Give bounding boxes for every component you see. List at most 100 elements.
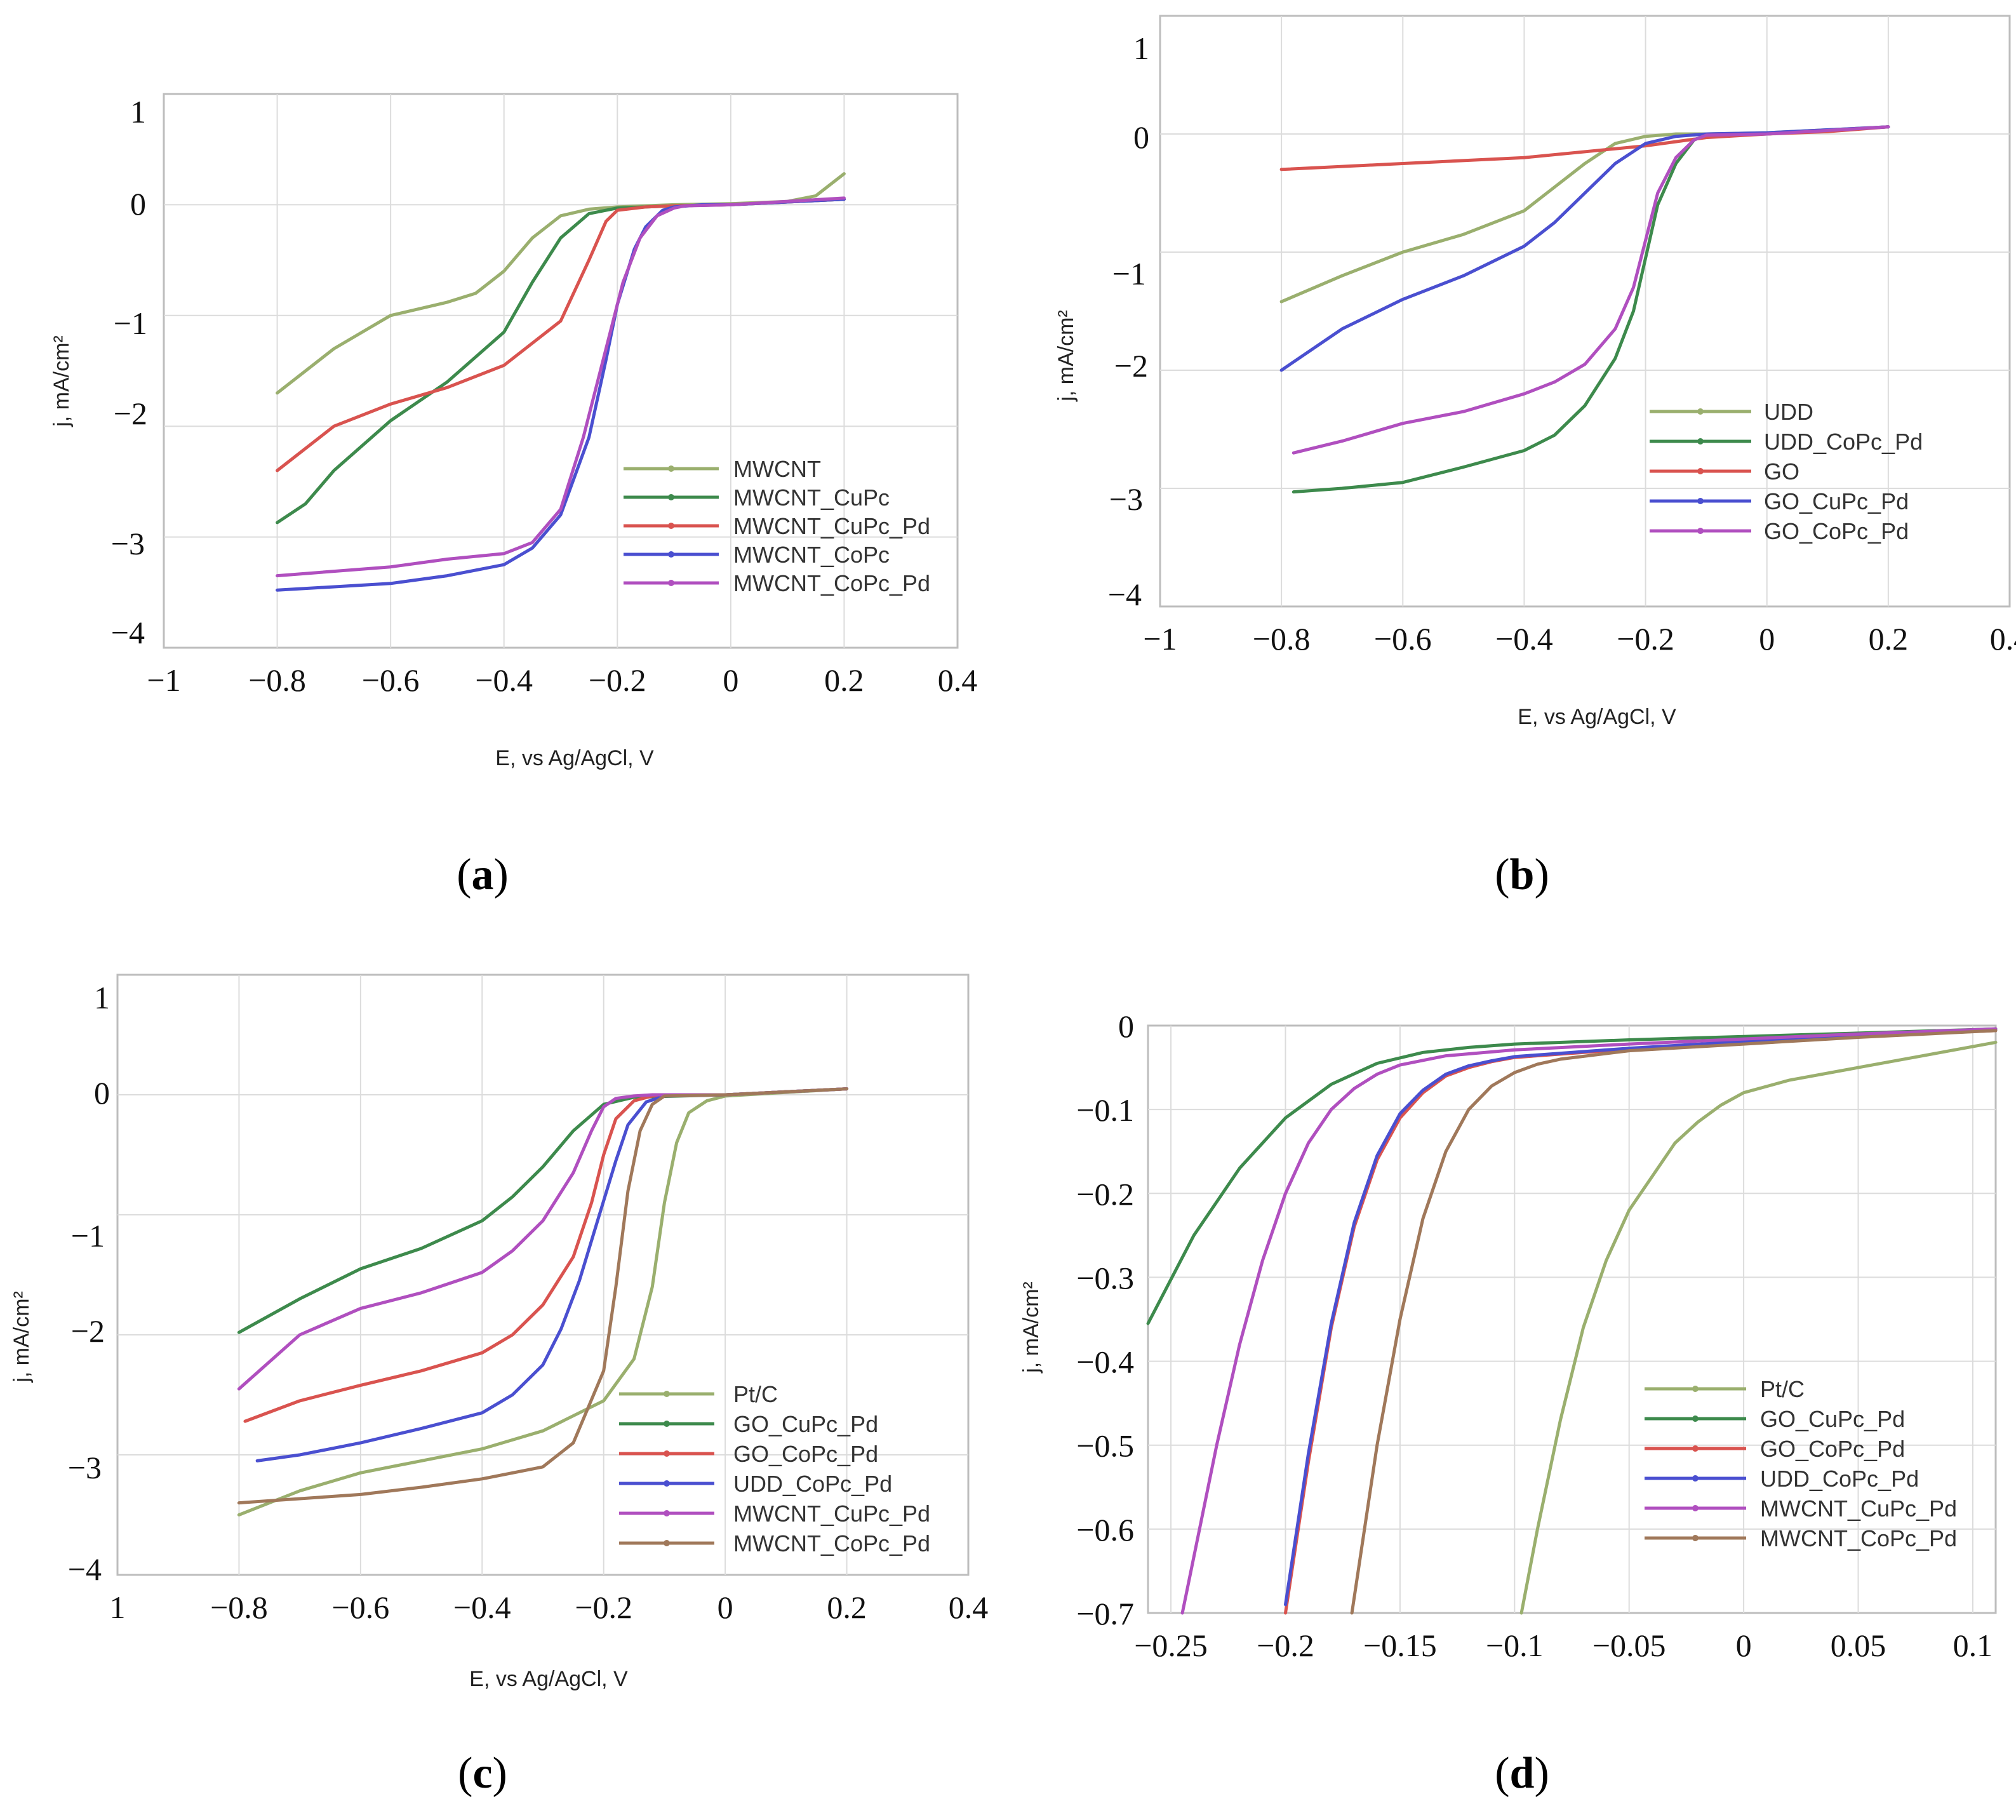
legend-label: UDD_CoPc_Pd — [1760, 1466, 1919, 1492]
x-tick-label: −0.6 — [362, 662, 420, 698]
legend-marker — [668, 494, 674, 500]
x-tick-label: −0.2 — [1257, 1628, 1314, 1663]
x-tick-label: −1 — [1143, 621, 1177, 657]
legend-marker — [664, 1540, 670, 1546]
y-tick-label: −2 — [114, 396, 147, 431]
y-tick-label: 0 — [130, 186, 146, 222]
legend-marker — [1697, 468, 1704, 474]
caption-letter: c — [472, 1749, 492, 1798]
legend-label: MWCNT_CuPc_Pd — [733, 1501, 930, 1527]
caption-open-paren: ( — [1495, 850, 1509, 899]
x-tick-label: 0.05 — [1831, 1628, 1886, 1663]
caption-close-paren: ) — [493, 1749, 507, 1798]
chart-d: −0.25 −0.2 −0.15 −0.1 −0.05 0 0.05 0.1 0 −0.1 −0.2… — [1019, 1008, 1998, 1798]
legend-marker — [1692, 1415, 1699, 1422]
x-tick-label: −0.2 — [1617, 621, 1674, 657]
y-tick-label: −0.6 — [1076, 1512, 1134, 1548]
y-tick-label: −4 — [68, 1551, 102, 1587]
y-tick-label: −4 — [1108, 577, 1142, 612]
y-tick-label: −0.5 — [1076, 1428, 1134, 1464]
caption-letter: b — [1510, 850, 1535, 899]
legend-label: GO_CuPc_Pd — [733, 1411, 878, 1437]
x-tick-label: 0.2 — [1869, 621, 1909, 657]
legend-marker — [1692, 1475, 1699, 1482]
x-tick-label: 0 — [718, 1589, 733, 1625]
series-line-udd-copc-pd — [255, 1087, 849, 1462]
x-tick-label: −0.8 — [1253, 621, 1311, 657]
legend: Pt/C GO_CuPc_Pd GO_CoPc_Pd UDD_CoPc_Pd MWCNT… — [1645, 1376, 1957, 1551]
caption-open-paren: ( — [457, 850, 471, 899]
x-tick-label: 0.4 — [938, 662, 978, 698]
x-tick-label: 0 — [723, 662, 738, 698]
y-tick-label: 1 — [94, 980, 110, 1015]
legend-label: GO_CuPc_Pd — [1760, 1406, 1905, 1432]
plot-area — [1159, 15, 2011, 608]
plot-area — [116, 974, 970, 1576]
y-axis-label: j, mA/cm² — [10, 1291, 34, 1383]
legend-marker — [668, 580, 674, 586]
x-axis-label: E, vs Ag/AgCl, V — [495, 746, 654, 770]
x-tick-label: 0.4 — [1990, 621, 2016, 657]
legend-marker — [1692, 1535, 1699, 1541]
caption-open-paren: ( — [1495, 1749, 1509, 1798]
series-line-pt-c — [237, 1087, 849, 1516]
legend-marker — [668, 465, 674, 472]
legend-marker — [1692, 1505, 1699, 1511]
y-axis-label: j, mA/cm² — [50, 335, 74, 427]
y-tick-label: −1 — [71, 1218, 105, 1254]
x-tick-label: −0.2 — [575, 1589, 632, 1625]
x-tick-label: 0 — [1759, 621, 1775, 657]
y-tick-label: −1 — [1112, 256, 1146, 291]
legend-marker — [664, 1421, 670, 1427]
legend-label: MWCNT_CoPc_Pd — [733, 570, 930, 596]
legend-label: MWCNT_CuPc_Pd — [733, 513, 930, 539]
panel-caption: (c) — [458, 1749, 507, 1798]
x-tick-label: −0.4 — [453, 1589, 511, 1625]
y-tick-label: 0 — [1133, 119, 1149, 155]
legend-label: GO_CuPc_Pd — [1764, 488, 1909, 514]
caption-close-paren: ) — [494, 850, 509, 899]
series-line-go-copc-pd — [1292, 125, 1890, 455]
legend-marker — [1692, 1445, 1699, 1452]
x-tick-label: −1 — [147, 662, 180, 698]
series-line-go-copc-pd — [243, 1087, 849, 1423]
caption-letter: a — [472, 850, 494, 899]
y-tick-label: −4 — [111, 615, 145, 650]
caption-letter: d — [1510, 1749, 1535, 1798]
x-tick-label: −0.4 — [1495, 621, 1553, 657]
x-tick-label: −0.6 — [1374, 621, 1432, 657]
legend-marker — [1697, 438, 1704, 445]
y-tick-label: −3 — [68, 1450, 102, 1485]
x-axis-label: E, vs Ag/AgCl, V — [1518, 705, 1676, 729]
y-tick-label: 0 — [94, 1075, 110, 1111]
legend-label: UDD — [1764, 399, 1813, 425]
x-tick-label: 0.2 — [827, 1589, 867, 1625]
series-line-udd-copc-pd — [1284, 1028, 1998, 1607]
caption-close-paren: ) — [1534, 850, 1549, 899]
panel-caption: (a) — [457, 850, 509, 899]
legend-label: MWCNT_CuPc_Pd — [1760, 1495, 1957, 1522]
legend-marker — [664, 1391, 670, 1397]
x-tick-label: −0.4 — [475, 662, 533, 698]
legend-marker — [664, 1480, 670, 1487]
x-tick-label: 0.1 — [1953, 1628, 1993, 1663]
legend-marker — [668, 551, 674, 558]
y-tick-label: 1 — [1133, 30, 1149, 66]
legend-label: MWCNT_CoPc_Pd — [1760, 1525, 1957, 1551]
y-tick-label: −0.7 — [1076, 1596, 1134, 1631]
panel-caption: (d) — [1495, 1749, 1549, 1798]
caption-open-paren: ( — [458, 1749, 472, 1798]
y-tick-label: −3 — [1109, 481, 1143, 517]
legend: UDD UDD_CoPc_Pd GO GO_CuPc_Pd GO_CoPc_Pd — [1650, 399, 1923, 544]
caption-close-paren: ) — [1534, 1749, 1549, 1798]
series-line-mwcnt-copc-pd — [237, 1087, 849, 1505]
legend-label: Pt/C — [1760, 1376, 1805, 1402]
plot-area — [163, 93, 959, 649]
legend-label: GO_CoPc_Pd — [733, 1441, 878, 1467]
series-line-mwcnt-cupc-pd — [237, 1087, 849, 1391]
x-axis-label: E, vs Ag/AgCl, V — [469, 1667, 628, 1691]
legend-marker — [668, 523, 674, 529]
series-line-mwcnt-copc-pd — [1350, 1029, 1998, 1615]
y-tick-label: −1 — [114, 305, 147, 341]
